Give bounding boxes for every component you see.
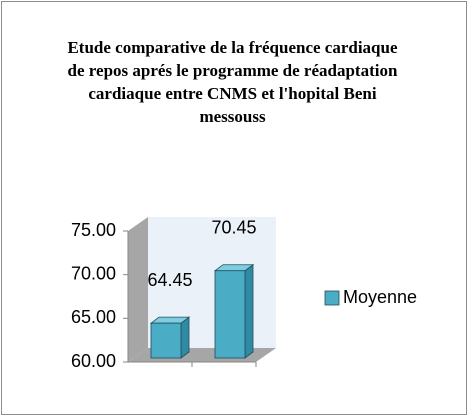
data-label: 70.45 [211,217,256,237]
side-wall [128,217,148,362]
y-tick-label: 75.00 [71,220,116,240]
bar [150,322,182,359]
legend-swatch [324,290,340,306]
bar [214,270,246,359]
chart-title: Etude comparative de la fréquence cardia… [67,38,398,126]
floor [128,348,276,362]
data-label: 64.45 [147,270,192,290]
y-tick-label: 70.00 [71,263,116,283]
legend-label: Moyenne [343,287,417,307]
y-tick-label: 60.00 [71,351,116,371]
y-tick-label: 65.00 [71,307,116,327]
bar-side [180,316,190,359]
bar-side [244,263,254,359]
